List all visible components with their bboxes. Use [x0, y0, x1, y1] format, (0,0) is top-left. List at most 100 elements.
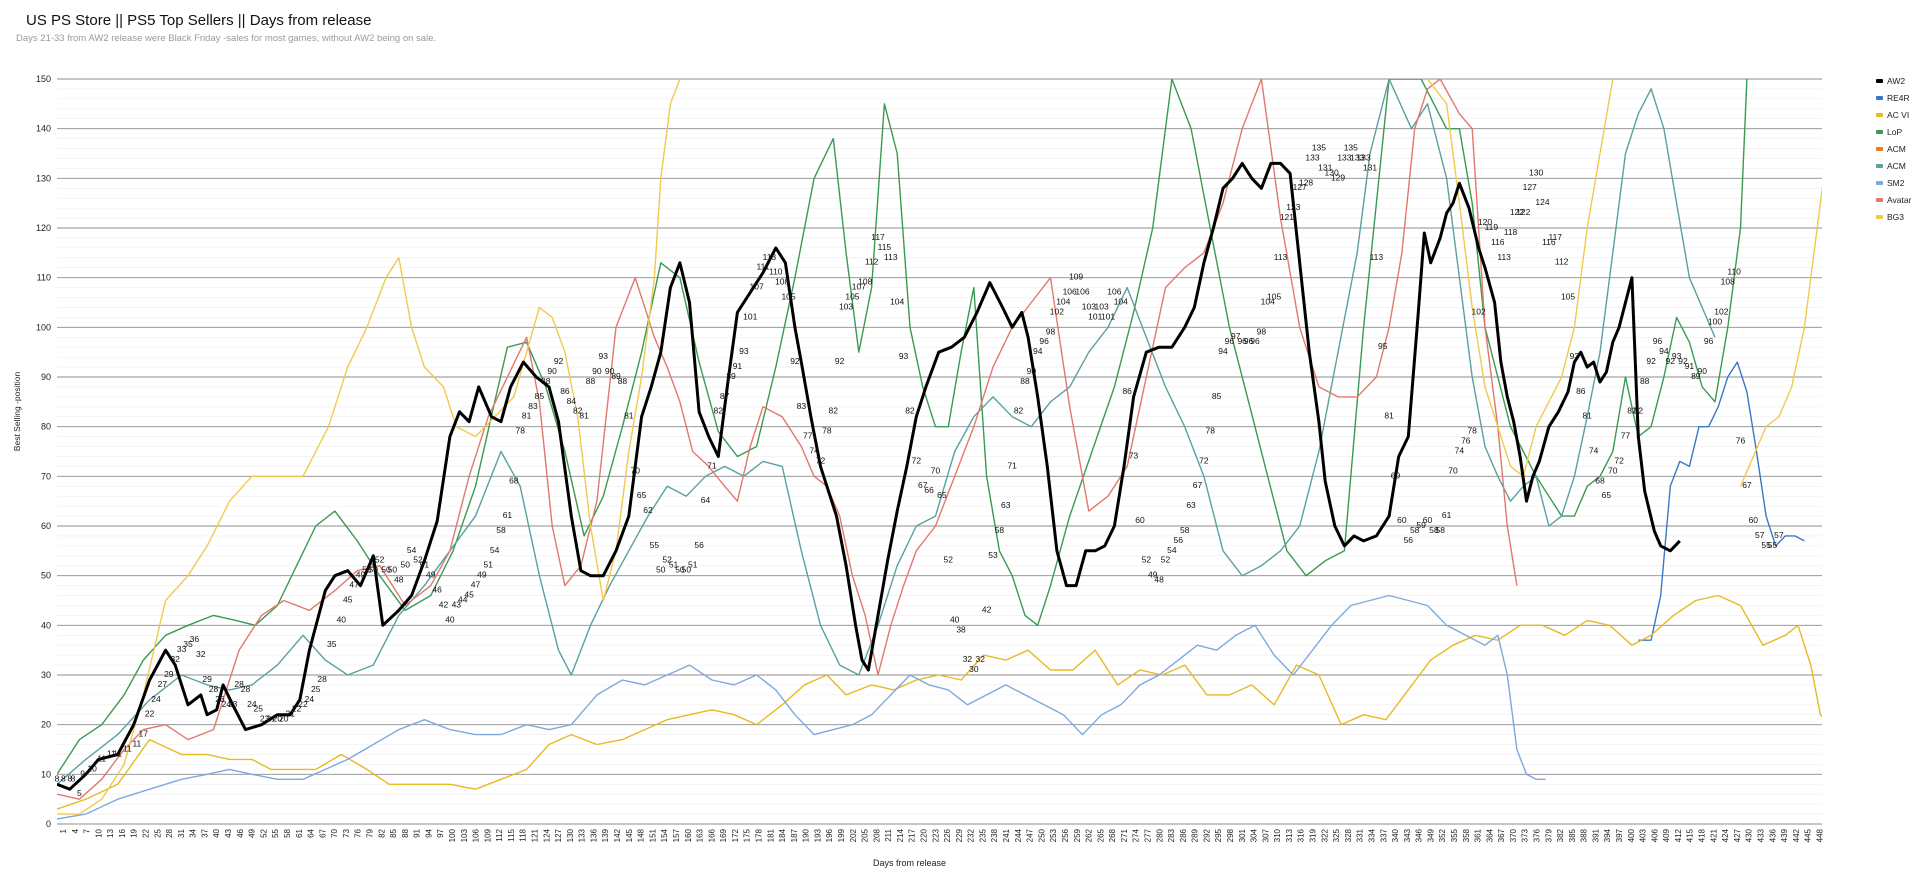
y-tick-label: 70: [41, 471, 51, 481]
aw2-data-label: 50: [682, 565, 692, 575]
series-line-bg3-3: [1739, 185, 1822, 487]
aw2-data-label: 9: [80, 768, 85, 778]
aw2-data-label: 29: [202, 674, 212, 684]
aw2-data-label: 29: [164, 669, 174, 679]
aw2-data-label: 120: [1478, 217, 1492, 227]
aw2-data-label: 101: [743, 311, 757, 321]
x-tick-label: 331: [1356, 828, 1365, 842]
aw2-data-label: 25: [311, 684, 321, 694]
aw2-data-label: 96: [1244, 336, 1254, 346]
x-tick-label: 169: [719, 828, 728, 842]
aw2-data-label: 88: [618, 376, 628, 386]
x-tick-label: 145: [625, 828, 634, 842]
aw2-data-label: 92: [835, 356, 845, 366]
x-tick-label: 388: [1580, 828, 1589, 842]
aw2-data-label: 30: [969, 664, 979, 674]
x-tick-label: 157: [672, 828, 681, 842]
aw2-data-label: 97: [1231, 331, 1241, 341]
aw2-data-label: 121: [1280, 212, 1294, 222]
aw2-data-label: 116: [1542, 237, 1556, 247]
aw2-data-label: 61: [503, 510, 513, 520]
aw2-data-label: 8: [61, 773, 66, 783]
aw2-data-label: 63: [1001, 500, 1011, 510]
aw2-data-label: 112: [865, 257, 879, 267]
aw2-data-label: 93: [739, 346, 749, 356]
aw2-data-label: 104: [1056, 296, 1070, 306]
aw2-data-label: 135: [1312, 143, 1326, 153]
x-tick-label: 196: [825, 828, 834, 842]
aw2-data-label: 73: [1129, 450, 1139, 460]
x-tick-label: 361: [1474, 828, 1483, 842]
legend-label: AC VI: [1887, 109, 1910, 120]
aw2-data-label: 11: [123, 743, 132, 753]
x-tick-label: 166: [707, 828, 716, 842]
aw2-data-label: 32: [975, 654, 985, 664]
aw2-data-label: 107: [852, 282, 866, 292]
x-tick-label: 187: [790, 828, 799, 842]
aw2-data-label: 93: [599, 351, 609, 361]
aw2-data-label: 76: [1461, 436, 1471, 446]
aw2-data-label: 57: [1774, 530, 1784, 540]
y-tick-label: 110: [37, 273, 51, 283]
x-tick-label: 241: [1002, 828, 1011, 842]
aw2-data-label: 69: [1391, 470, 1401, 480]
aw2-data-label: 54: [1167, 545, 1177, 555]
aw2-data-label: 50: [656, 565, 666, 575]
aw2-data-label: 50: [362, 565, 372, 575]
x-tick-label: 64: [307, 828, 316, 837]
aw2-data-label: 111: [757, 262, 770, 272]
aw2-data-label: 94: [1218, 346, 1228, 356]
x-tick-label: 355: [1450, 828, 1459, 842]
x-tick-label: 271: [1120, 828, 1129, 842]
x-tick-label: 379: [1544, 828, 1553, 842]
x-tick-label: 439: [1780, 828, 1789, 842]
x-tick-label: 229: [955, 828, 964, 842]
x-tick-label: 121: [531, 828, 540, 842]
x-tick-label: 277: [1143, 828, 1152, 842]
x-tick-label: 343: [1403, 828, 1412, 842]
x-tick-label: 82: [377, 828, 386, 837]
aw2-data-label: 81: [624, 411, 634, 421]
x-tick-label: 178: [754, 828, 763, 842]
aw2-data-label: 63: [1186, 500, 1196, 510]
x-tick-label: 205: [861, 828, 870, 842]
x-tick-label: 91: [413, 828, 422, 837]
x-tick-label: 283: [1167, 828, 1176, 842]
x-tick-label: 427: [1733, 828, 1742, 842]
x-tick-label: 406: [1650, 828, 1659, 842]
x-tick-label: 133: [578, 828, 587, 842]
aw2-data-label: 60: [1135, 515, 1145, 525]
aw2-data-label: 96: [1250, 336, 1260, 346]
y-tick-label: 120: [36, 223, 51, 233]
aw2-data-label: 48: [394, 575, 404, 585]
x-tick-label: 226: [943, 828, 952, 842]
aw2-data-label: 131: [1363, 162, 1377, 172]
x-tick-label: 28: [165, 828, 174, 837]
aw2-data-label: 49: [426, 570, 436, 580]
aw2-data-label: 133: [1356, 152, 1370, 162]
aw2-data-label: 83: [528, 401, 538, 411]
aw2-data-label: 25: [254, 704, 264, 714]
aw2-data-label: 124: [1535, 197, 1549, 207]
x-tick-label: 403: [1639, 828, 1648, 842]
aw2-data-label: 61: [1442, 510, 1452, 520]
aw2-data-label: 11: [107, 748, 116, 758]
x-tick-label: 184: [778, 828, 787, 842]
aw2-data-label: 127: [1523, 182, 1537, 192]
aw2-data-label: 49: [477, 570, 487, 580]
x-tick-label: 31: [177, 828, 186, 837]
x-tick-label: 76: [354, 828, 363, 837]
aw2-data-label: 60: [1397, 515, 1407, 525]
aw2-data-label: 86: [1576, 386, 1586, 396]
x-tick-label: 412: [1674, 828, 1683, 842]
x-tick-label: 352: [1438, 828, 1447, 842]
aw2-data-label: 113: [763, 252, 777, 262]
aw2-data-label: 32: [196, 649, 206, 659]
chart-subtitle: Days 21-33 from AW2 release were Black F…: [16, 33, 437, 44]
aw2-data-label: 24: [247, 699, 257, 709]
aw2-data-label: 135: [1344, 143, 1358, 153]
aw2-data-label: 27: [158, 679, 168, 689]
x-tick-label: 265: [1096, 828, 1105, 842]
aw2-data-label: 78: [1467, 426, 1477, 436]
x-tick-label: 346: [1415, 828, 1424, 842]
